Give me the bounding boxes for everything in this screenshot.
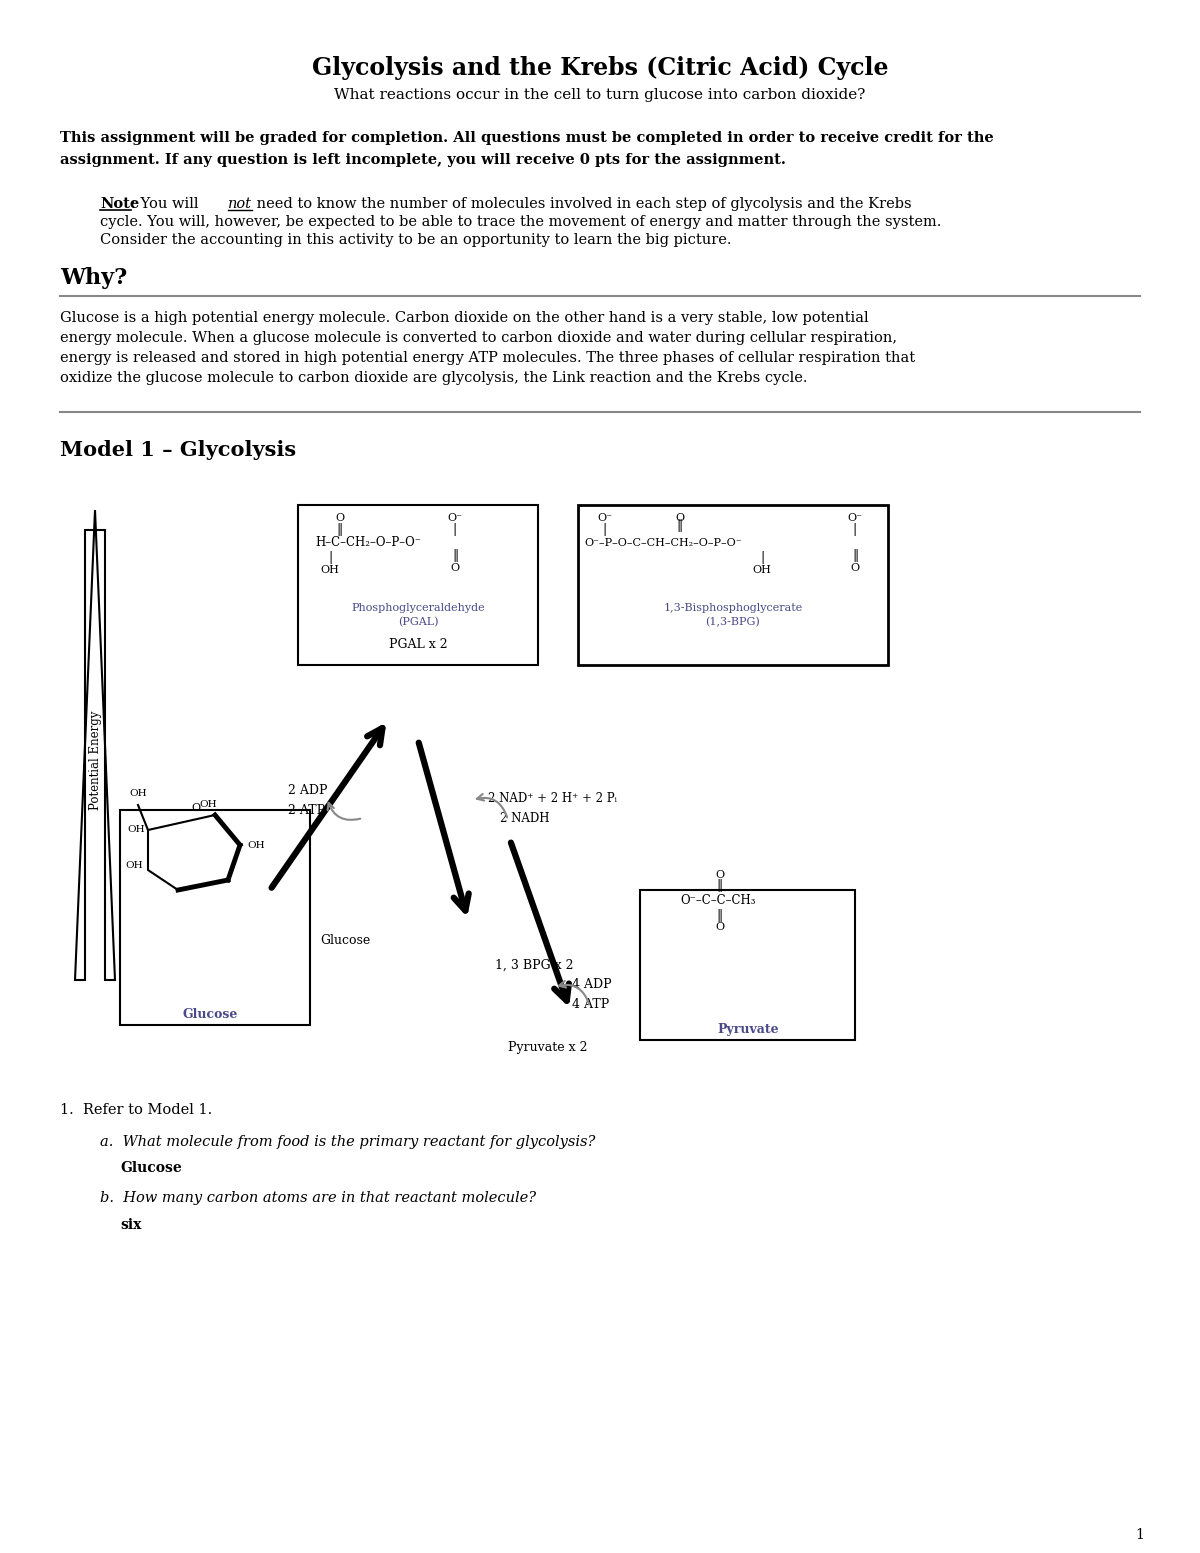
Text: : You will: : You will	[131, 197, 203, 211]
Text: O: O	[450, 564, 460, 573]
Text: ‖: ‖	[337, 523, 343, 536]
Text: O: O	[715, 870, 725, 881]
Text: This assignment will be graded for completion. All questions must be completed i: This assignment will be graded for compl…	[60, 130, 994, 144]
Text: 2 NAD⁺ + 2 H⁺ + 2 Pᵢ: 2 NAD⁺ + 2 H⁺ + 2 Pᵢ	[488, 792, 617, 804]
Text: O⁻: O⁻	[448, 512, 462, 523]
Text: O: O	[336, 512, 344, 523]
Text: energy molecule. When a glucose molecule is converted to carbon dioxide and wate: energy molecule. When a glucose molecule…	[60, 331, 898, 345]
Text: Why?: Why?	[60, 267, 127, 289]
Text: ‖: ‖	[852, 548, 858, 562]
Text: OH: OH	[247, 840, 265, 849]
Text: Pyruvate: Pyruvate	[718, 1023, 779, 1036]
Text: 1.  Refer to Model 1.: 1. Refer to Model 1.	[60, 1103, 212, 1117]
Text: oxidize the glucose molecule to carbon dioxide are glycolysis, the Link reaction: oxidize the glucose molecule to carbon d…	[60, 371, 808, 385]
Text: (PGAL): (PGAL)	[397, 617, 438, 627]
Text: assignment. If any question is left incomplete, you will receive 0 pts for the a: assignment. If any question is left inco…	[60, 154, 786, 168]
Text: Glucose: Glucose	[182, 1008, 238, 1022]
Text: energy is released and stored in high potential energy ATP molecules. The three : energy is released and stored in high po…	[60, 351, 916, 365]
Text: H–C–CH₂–O–P–O⁻: H–C–CH₂–O–P–O⁻	[314, 536, 421, 550]
Text: OH: OH	[752, 565, 772, 575]
Text: Model 1 – Glycolysis: Model 1 – Glycolysis	[60, 439, 296, 460]
Text: 4 ATP: 4 ATP	[572, 999, 610, 1011]
Text: O⁻: O⁻	[847, 512, 863, 523]
Text: O⁻–C–C–CH₃: O⁻–C–C–CH₃	[680, 893, 756, 907]
Text: 1,3-Bisphosphoglycerate: 1,3-Bisphosphoglycerate	[664, 603, 803, 613]
Text: a.  What molecule from food is the primary reactant for glycolysis?: a. What molecule from food is the primar…	[100, 1135, 595, 1149]
Text: Phosphoglyceraldehyde: Phosphoglyceraldehyde	[352, 603, 485, 613]
Text: b.  How many carbon atoms are in that reactant molecule?: b. How many carbon atoms are in that rea…	[100, 1191, 536, 1205]
Text: OH: OH	[199, 800, 217, 809]
Text: not: not	[228, 197, 252, 211]
Text: Potential Energy: Potential Energy	[89, 710, 102, 809]
Text: O⁻–P–O–C–CH–CH₂–O–P–O⁻: O⁻–P–O–C–CH–CH₂–O–P–O⁻	[584, 537, 742, 548]
Bar	[120, 811, 310, 1025]
Text: |: |	[452, 523, 457, 536]
Text: Note: Note	[100, 197, 139, 211]
Text: ‖: ‖	[716, 879, 724, 891]
Text: Pyruvate x 2: Pyruvate x 2	[508, 1042, 588, 1054]
Text: O: O	[676, 512, 684, 523]
Bar	[298, 505, 538, 665]
Text: 2 ATP: 2 ATP	[288, 803, 325, 817]
Text: six: six	[120, 1218, 142, 1232]
Text: 2 NADH: 2 NADH	[500, 812, 550, 825]
Text: PGAL x 2: PGAL x 2	[389, 638, 448, 652]
Text: OH: OH	[320, 565, 340, 575]
Bar	[578, 505, 888, 665]
Text: OH: OH	[127, 826, 145, 834]
Text: OH: OH	[130, 789, 146, 798]
Text: O: O	[715, 922, 725, 932]
Text: ‖: ‖	[716, 909, 724, 921]
Bar	[640, 890, 854, 1041]
Text: Glucose: Glucose	[320, 933, 370, 946]
Text: need to know the number of molecules involved in each step of glycolysis and the: need to know the number of molecules inv…	[252, 197, 912, 211]
Text: 1, 3 BPG x 2: 1, 3 BPG x 2	[496, 958, 574, 972]
Text: Consider the accounting in this activity to be an opportunity to learn the big p: Consider the accounting in this activity…	[100, 233, 732, 247]
Text: O: O	[851, 564, 859, 573]
Text: O: O	[192, 803, 200, 814]
Text: |: |	[853, 523, 857, 536]
Text: ‖: ‖	[452, 548, 458, 562]
Text: 4 ADP: 4 ADP	[572, 978, 612, 991]
Text: (1,3-BPG): (1,3-BPG)	[706, 617, 761, 627]
Text: Glucose: Glucose	[120, 1162, 181, 1176]
Text: Glucose is a high potential energy molecule. Carbon dioxide on the other hand is: Glucose is a high potential energy molec…	[60, 311, 869, 325]
Text: Glycolysis and the Krebs (Citric Acid) Cycle: Glycolysis and the Krebs (Citric Acid) C…	[312, 56, 888, 81]
Text: |: |	[602, 523, 607, 536]
Text: 2 ADP: 2 ADP	[288, 784, 328, 797]
Text: OH: OH	[125, 860, 143, 870]
Text: O⁻: O⁻	[598, 512, 612, 523]
Text: 1: 1	[1135, 1528, 1145, 1542]
Text: |: |	[328, 551, 332, 564]
Text: cycle. You will, however, be expected to be able to trace the movement of energy: cycle. You will, however, be expected to…	[100, 214, 941, 228]
Text: |: |	[760, 551, 764, 564]
Text: ‖: ‖	[677, 520, 683, 533]
Text: What reactions occur in the cell to turn glucose into carbon dioxide?: What reactions occur in the cell to turn…	[335, 89, 865, 102]
Polygon shape	[74, 509, 115, 980]
